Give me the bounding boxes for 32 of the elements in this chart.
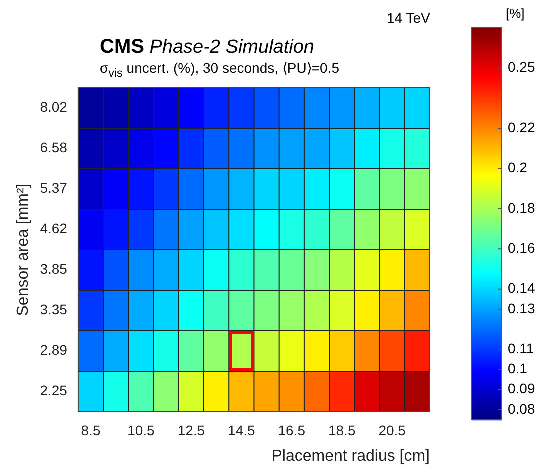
color-bar-label: 0.16 (508, 240, 536, 256)
color-bar-label: 0.1 (508, 360, 528, 377)
color-bar-label: 0.09 (508, 380, 536, 397)
x-tick-label: 20.5 (378, 422, 406, 438)
y-tick-label: 5.37 (40, 180, 68, 196)
x-tick-label: 14.5 (228, 422, 256, 438)
x-tick-label: 8.5 (81, 422, 101, 438)
x-tick-label: 18.5 (328, 422, 356, 438)
y-tick-label: 3.85 (40, 261, 68, 278)
color-bar-label: 0.14 (508, 280, 536, 296)
y-tick-label: 2.25 (40, 382, 68, 399)
x-tick-label: 10.5 (128, 422, 156, 438)
color-bar-label: 0.18 (508, 200, 536, 216)
x-axis-title: Placement radius [cm] (272, 448, 430, 465)
chart-title: CMS Phase-2 Simulation (100, 36, 314, 58)
color-bar-label: 0.25 (508, 59, 536, 76)
y-tick-label: 3.35 (40, 302, 68, 318)
color-bar-label: 0.2 (508, 160, 528, 176)
y-axis-title: Sensor area [mm²] (15, 184, 32, 316)
chart-subtitle: σ$_{vis}$ uncert. (%), 30 seconds, ⟨PU⟩=0.5 (100, 60, 340, 80)
y-tick-label: 8.02 (40, 99, 68, 116)
x-tick-label: 16.5 (278, 422, 306, 438)
x-tick-label: 12.5 (178, 422, 206, 438)
color-bar-title: [%] (506, 6, 525, 21)
y-tick-label: 2.89 (40, 342, 68, 358)
color-bar-label: 0.11 (508, 340, 534, 356)
y-tick-label: 4.62 (40, 220, 68, 237)
color-bar-label: 0.13 (508, 300, 536, 316)
y-tick-label: 6.58 (40, 140, 68, 156)
color-bar-label: 0.08 (508, 400, 536, 417)
color-bar-label: 0.22 (508, 119, 536, 136)
text: 14 TeV (387, 10, 430, 26)
